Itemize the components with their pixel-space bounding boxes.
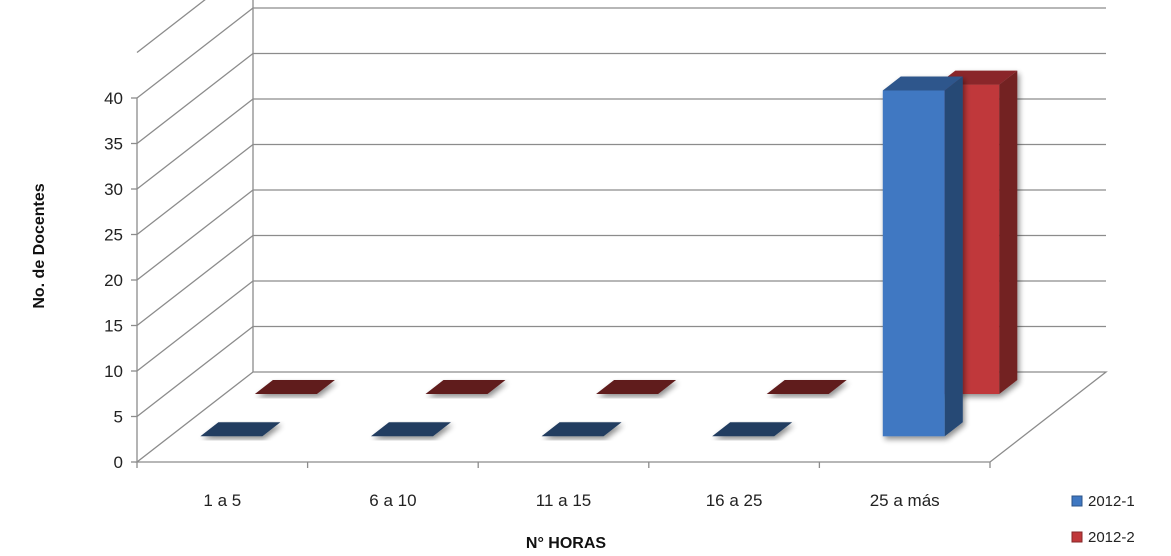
gridline-side bbox=[136, 7, 254, 99]
bar bbox=[370, 422, 451, 437]
bar-top bbox=[596, 380, 677, 394]
bar-top bbox=[370, 422, 451, 437]
y-tick-label: 0 bbox=[114, 453, 123, 472]
gridline-side bbox=[136, 0, 206, 54]
y-tick-label: 5 bbox=[114, 408, 123, 427]
y-axis-ticks: 0 5 10 15 20 25 30 35 40 bbox=[104, 89, 137, 472]
x-axis-categories: 1 a 5 6 a 10 11 a 15 16 a 25 25 a más bbox=[136, 462, 991, 510]
floor bbox=[135, 371, 1108, 463]
bar bbox=[596, 380, 677, 394]
x-category-label: 25 a más bbox=[870, 491, 940, 510]
bar-top bbox=[766, 380, 847, 394]
legend: 2012-1 2012-2 bbox=[1071, 493, 1135, 546]
bar bbox=[541, 422, 622, 437]
gridline-side bbox=[136, 280, 254, 372]
y-tick-label: 35 bbox=[104, 135, 123, 154]
x-category-label: 1 a 5 bbox=[203, 491, 241, 510]
y-tick-label: 10 bbox=[104, 362, 123, 381]
bar-top bbox=[425, 380, 506, 394]
bar-side bbox=[999, 70, 1018, 394]
y-tick-label: 20 bbox=[104, 271, 123, 290]
bar bbox=[712, 422, 793, 437]
bar-front bbox=[882, 90, 945, 437]
gridline-side bbox=[136, 234, 254, 327]
gridline-side bbox=[136, 52, 254, 145]
bar bbox=[254, 380, 335, 394]
y-tick-label: 25 bbox=[104, 226, 123, 245]
bar-top bbox=[712, 422, 793, 437]
bar-top bbox=[254, 380, 335, 394]
bar bbox=[200, 422, 281, 437]
bar-top bbox=[200, 422, 281, 437]
bar-side bbox=[944, 76, 963, 437]
legend-swatch bbox=[1071, 495, 1083, 507]
bar-top bbox=[541, 422, 622, 437]
legend-swatch bbox=[1071, 531, 1083, 543]
y-tick-label: 40 bbox=[104, 89, 123, 108]
x-category-label: 6 a 10 bbox=[369, 491, 416, 510]
bar-top bbox=[882, 76, 963, 91]
y-tick-label: 15 bbox=[104, 317, 123, 336]
bar bbox=[425, 380, 506, 394]
bar bbox=[766, 380, 847, 394]
legend-label: 2012-2 bbox=[1088, 529, 1135, 546]
gridline-side bbox=[136, 325, 254, 418]
x-category-label: 11 a 15 bbox=[536, 491, 591, 510]
bars bbox=[200, 70, 1018, 437]
y-axis-title: No. de Docentes bbox=[31, 183, 48, 308]
x-category-label: 16 a 25 bbox=[706, 491, 763, 510]
gridline-side bbox=[136, 143, 254, 236]
x-axis-title: N° HORAS bbox=[526, 535, 607, 552]
gridline-side bbox=[136, 98, 254, 190]
y-tick-label: 30 bbox=[104, 180, 123, 199]
gridline-side bbox=[136, 189, 254, 281]
legend-label: 2012-1 bbox=[1088, 493, 1135, 510]
bar bbox=[882, 76, 963, 437]
